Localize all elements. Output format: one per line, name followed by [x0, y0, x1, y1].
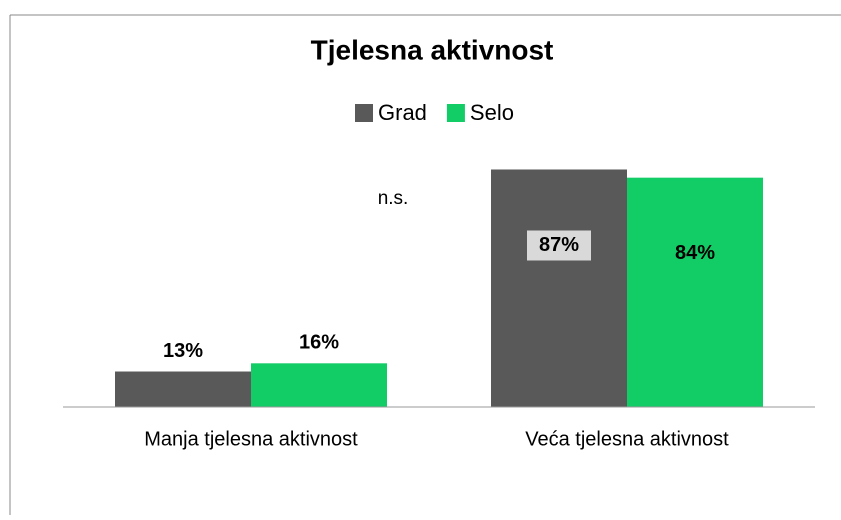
- x-tick-label: Veća tjelesna aktivnost: [525, 428, 729, 450]
- bar: [491, 169, 627, 407]
- data-label: 87%: [539, 234, 579, 256]
- bar: [115, 371, 251, 407]
- chart-title: Tjelesna aktivnost: [311, 34, 554, 65]
- data-label: 16%: [299, 332, 339, 354]
- bar: [251, 363, 387, 407]
- annotation: n.s.: [378, 188, 409, 209]
- legend-swatch: [446, 104, 465, 122]
- legend-swatch: [355, 104, 373, 122]
- legend-label: Selo: [470, 100, 514, 125]
- label-box: [527, 230, 591, 261]
- data-label: 13%: [163, 340, 203, 362]
- legend-label: Grad: [378, 100, 427, 125]
- bar: [627, 177, 763, 407]
- data-label: 84%: [675, 242, 715, 264]
- x-tick-label: Manja tjelesna aktivnost: [144, 428, 358, 450]
